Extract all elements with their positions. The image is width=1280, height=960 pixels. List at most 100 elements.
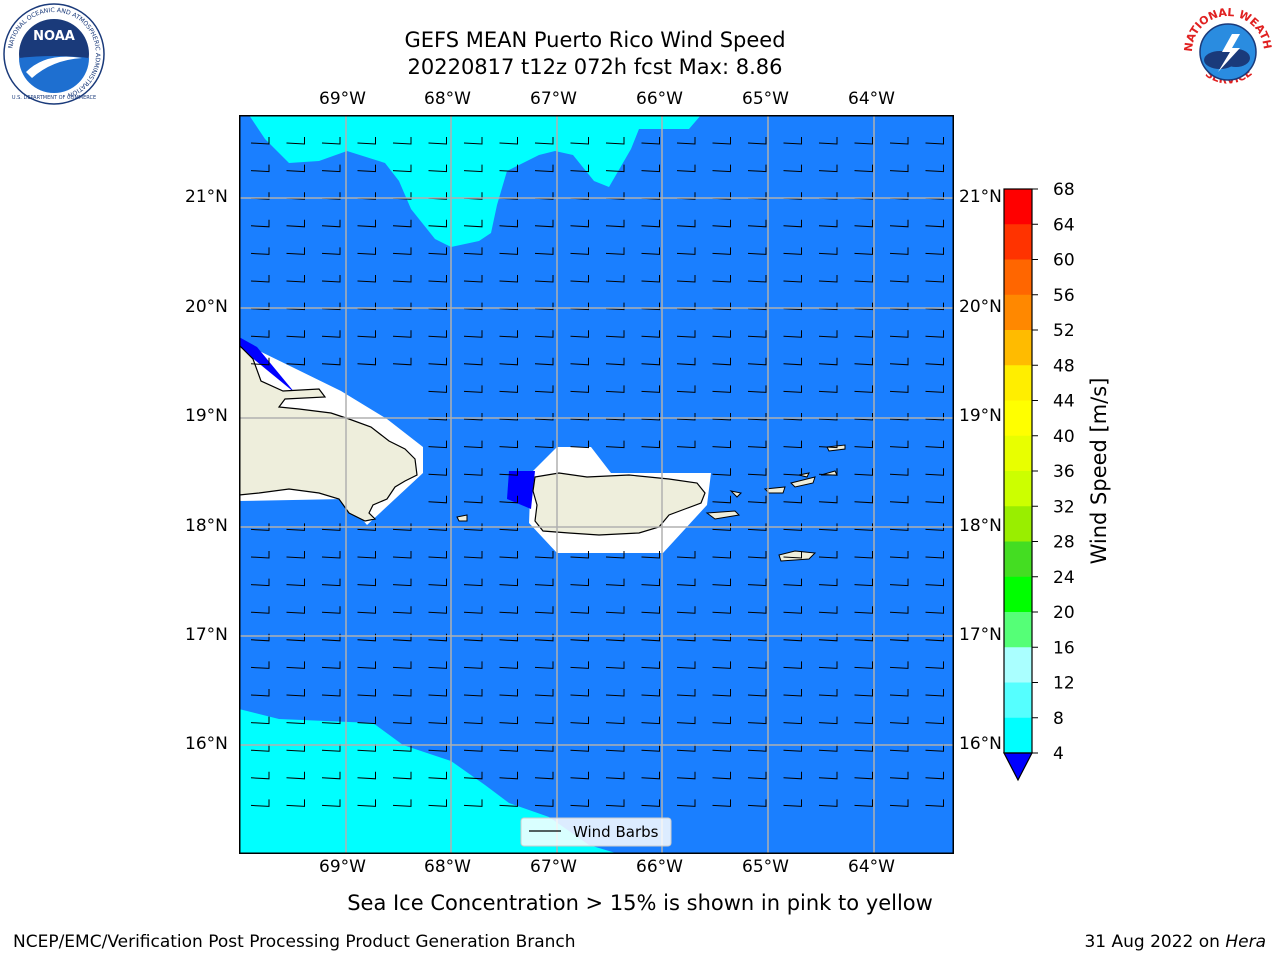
wind-barb <box>925 495 944 504</box>
wind-barb <box>321 744 341 752</box>
wind-speed-colorbar: 68 64 60 56 52 48 44 40 36 32 28 24 20 16 12 8 4 Wind Sp… <box>1003 182 1111 782</box>
wind-barb <box>357 799 376 807</box>
wind-barb <box>286 661 305 669</box>
wind-barb <box>499 689 518 697</box>
wind-barb <box>818 661 838 669</box>
wind-barb <box>676 413 696 421</box>
wind-barb <box>428 606 447 614</box>
wind-barb <box>747 799 767 807</box>
wind-barb <box>357 661 376 669</box>
wind-barb <box>783 523 802 531</box>
wind-barb <box>428 164 447 173</box>
wind-barb <box>889 330 909 338</box>
wind-barb <box>428 357 447 366</box>
wind-barb <box>747 468 767 476</box>
wind-barb <box>641 302 660 311</box>
wind-barb <box>499 661 518 669</box>
lon-label-top-68w: 68°W <box>424 89 471 109</box>
wind-barb <box>570 661 589 669</box>
wind-barb <box>463 744 483 752</box>
wind-barb <box>570 330 589 338</box>
wind-barb <box>854 606 873 614</box>
wind-barb <box>889 744 909 752</box>
colorbar-tick-label: 8 <box>1053 709 1064 729</box>
wind-barb <box>570 219 589 228</box>
wind-barb <box>676 357 696 366</box>
colorbar-tick-label: 16 <box>1053 638 1075 658</box>
wind-barb <box>570 551 589 559</box>
wind-barb <box>357 551 376 559</box>
wind-barb <box>357 275 376 283</box>
wind-barb <box>712 164 731 173</box>
wind-barb <box>747 330 767 338</box>
wind-barb <box>818 440 838 449</box>
wind-barb <box>889 523 909 531</box>
wind-barb <box>747 247 767 255</box>
wind-barb <box>463 302 483 311</box>
wind-barb <box>747 137 767 145</box>
wind-barb <box>925 219 944 228</box>
lat-label-left-17n: 17°N <box>185 625 228 645</box>
wind-barb <box>925 330 944 338</box>
wind-barb <box>889 275 909 283</box>
wind-barb <box>605 302 625 311</box>
wind-barb <box>428 799 447 807</box>
wind-barb <box>321 578 341 587</box>
wind-barb <box>712 330 731 338</box>
wind-barb <box>889 495 909 504</box>
wind-barb <box>783 468 802 476</box>
wind-barb <box>712 275 731 283</box>
colorbar-block <box>1004 189 1032 225</box>
wind-barb <box>605 606 625 614</box>
wind-barb <box>392 247 412 255</box>
wind-barb <box>499 716 518 725</box>
lon-label-top-65w: 65°W <box>742 89 789 109</box>
wind-barb <box>605 689 625 697</box>
wind-barb <box>641 247 660 255</box>
wind-barb <box>286 689 305 697</box>
wind-barb <box>889 716 909 725</box>
wind-barb <box>357 689 376 697</box>
wind-barb <box>818 689 838 697</box>
wind-barb <box>676 137 696 145</box>
wind-barb <box>392 661 412 669</box>
wind-barb <box>889 440 909 449</box>
colorbar-blocks <box>1004 189 1032 754</box>
wind-barb <box>925 247 944 255</box>
wind-barb <box>499 219 518 228</box>
wind-barb <box>641 771 660 780</box>
wind-barb <box>747 302 767 311</box>
wind-barb <box>463 771 483 780</box>
wind-barb <box>499 495 518 504</box>
wind-barb <box>783 799 802 807</box>
wind-barb <box>250 357 270 366</box>
wind-barb <box>250 137 270 145</box>
wind-barb <box>818 771 838 780</box>
legend-label: Wind Barbs <box>573 823 659 841</box>
wind-barb <box>818 357 838 366</box>
wind-barb <box>747 440 767 449</box>
wind-barb <box>676 302 696 311</box>
wind-barb <box>854 385 873 393</box>
wind-barb <box>676 771 696 780</box>
virgin-islands <box>763 444 846 494</box>
wind-barb <box>534 357 554 366</box>
wind-barb <box>747 164 767 173</box>
wind-barb <box>747 578 767 587</box>
lat-label-right-17n: 17°N <box>959 625 1002 645</box>
wind-barb <box>428 247 447 255</box>
wind-barb <box>250 330 270 338</box>
wind-barb <box>463 357 483 366</box>
wind-barb <box>605 219 625 228</box>
wind-barb <box>463 385 483 393</box>
wind-barb <box>534 578 554 587</box>
wind-barb <box>392 551 412 559</box>
wind-barb <box>250 744 270 752</box>
wind-barb <box>641 440 660 449</box>
map-frame <box>239 115 954 854</box>
wind-barb <box>428 716 447 725</box>
wind-barb <box>783 440 802 449</box>
lon-label-top-69w: 69°W <box>319 89 366 109</box>
wind-barb <box>925 799 944 807</box>
wind-barb <box>783 385 802 393</box>
